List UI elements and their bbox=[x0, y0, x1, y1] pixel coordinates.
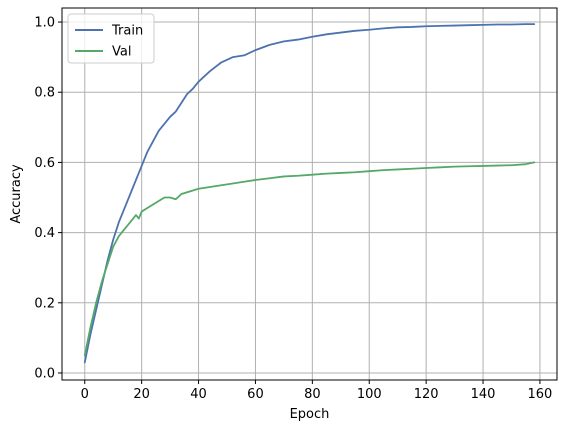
grid bbox=[62, 8, 557, 380]
x-tick-label: 60 bbox=[247, 387, 264, 402]
y-tick-label: 0.6 bbox=[34, 156, 55, 171]
x-tick-label: 140 bbox=[471, 387, 496, 402]
legend-label-val: Val bbox=[112, 45, 131, 60]
series-lines bbox=[85, 24, 534, 362]
y-tick-label: 1.0 bbox=[34, 16, 55, 31]
x-axis-label: Epoch bbox=[290, 407, 330, 422]
y-tick-label: 0.8 bbox=[34, 86, 55, 101]
x-ticks: 0 20 40 60 80 100 120 140 160 bbox=[81, 380, 553, 402]
legend-label-train: Train bbox=[111, 24, 143, 39]
y-tick-label: 0.0 bbox=[34, 366, 55, 381]
x-tick-label: 20 bbox=[133, 387, 150, 402]
x-tick-label: 80 bbox=[304, 387, 321, 402]
x-tick-label: 160 bbox=[528, 387, 553, 402]
x-tick-label: 120 bbox=[414, 387, 439, 402]
x-tick-label: 40 bbox=[190, 387, 207, 402]
legend: Train Val bbox=[68, 14, 154, 63]
series-line-train bbox=[85, 24, 534, 362]
y-axis-label: Accuracy bbox=[9, 164, 24, 224]
x-tick-label: 0 bbox=[81, 387, 89, 402]
legend-box bbox=[68, 14, 154, 63]
x-tick-label: 100 bbox=[357, 387, 382, 402]
series-line-val bbox=[85, 162, 534, 355]
y-tick-label: 0.4 bbox=[34, 226, 55, 241]
y-ticks: 0.0 0.2 0.4 0.6 0.8 1.0 bbox=[34, 16, 62, 382]
y-tick-label: 0.2 bbox=[34, 296, 55, 311]
